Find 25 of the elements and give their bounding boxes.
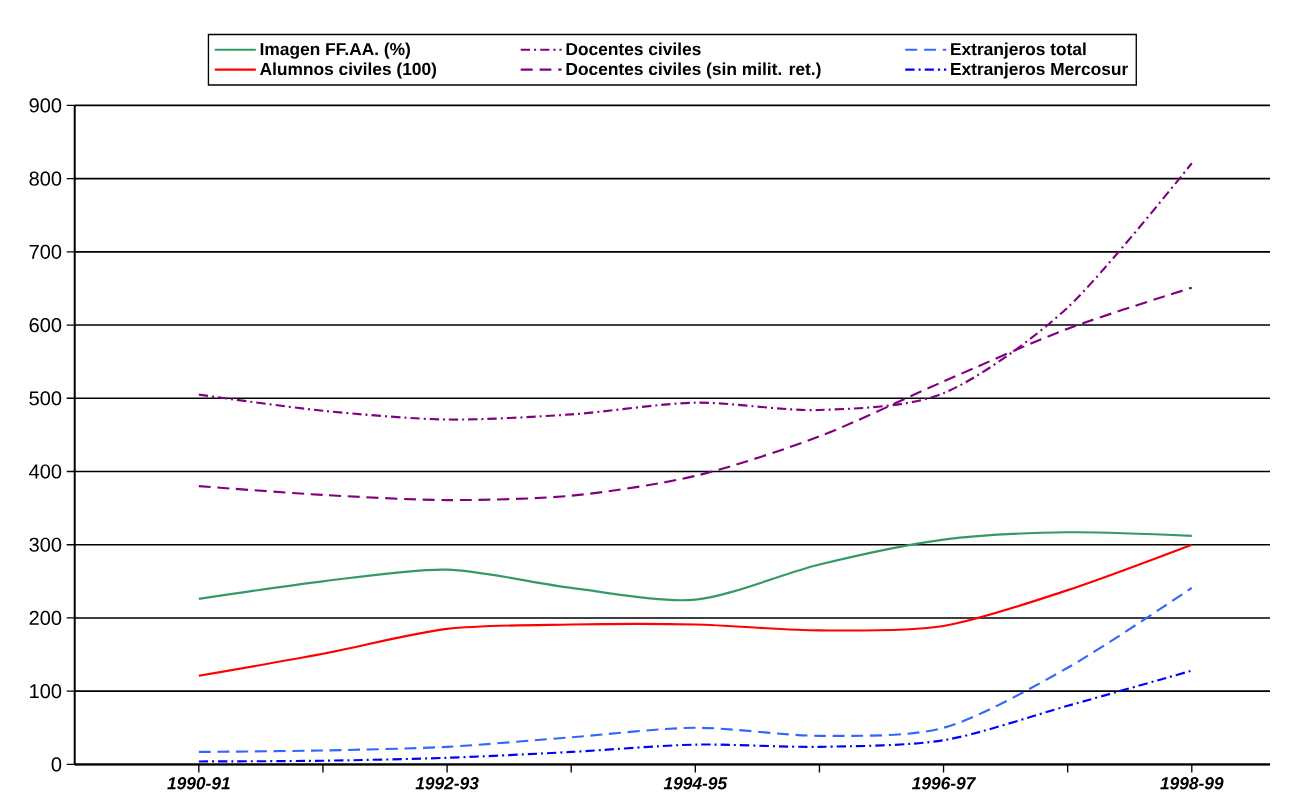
y-tick-label: 300 [29,537,62,552]
line-series [197,669,1193,763]
legend-label: Docentes civiles [566,42,701,56]
x-tick-label: 1994-95 [663,776,728,790]
y-tick-label: 0 [51,757,62,772]
y-tick-label: 200 [29,610,62,625]
x-tick-label: 1990-91 [167,776,230,790]
x-tick-label: 1992-93 [415,776,479,790]
line-series [197,530,1193,602]
x-tick-label: 1998-99 [1160,776,1224,790]
legend-label: Imagen FF.AA. (%) [260,42,410,59]
x-tick-label: 1996-97 [912,776,977,790]
y-tick-label: 100 [30,683,62,699]
legend-label: Alumnos civiles (100) [260,62,437,79]
y-tick-label: 400 [29,464,62,479]
legend-label: Docentes civiles (sin milit. ret.) [566,62,821,79]
y-tick-label: 800 [29,171,62,186]
line-series [197,586,1193,753]
y-tick-label: 500 [29,390,62,406]
y-tick-label: 700 [29,244,62,259]
legend-label: Extranjeros total [951,42,1086,59]
line-series [197,543,1193,677]
legend-label: Extranjeros Mercosur [951,62,1128,79]
y-tick-label: 900 [29,98,62,113]
y-tick-label: 600 [29,317,62,332]
